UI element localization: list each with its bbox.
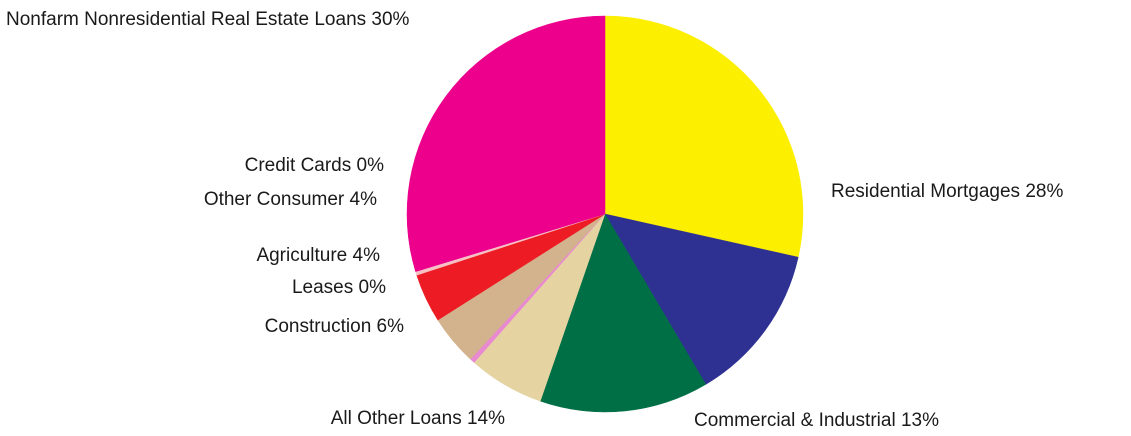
- label-residential-mortgages: Residential Mortgages 28%: [831, 181, 1063, 202]
- pie-labels: Nonfarm Nonresidential Real Estate Loans…: [6, 9, 1063, 431]
- label-credit-cards: Credit Cards 0%: [245, 155, 384, 176]
- pie-slices: [406, 15, 804, 413]
- label-agriculture: Agriculture 4%: [256, 245, 380, 266]
- pie-slice-commercial-industrial: [604, 213, 799, 385]
- pie-slice-all-other-loans: [539, 213, 707, 413]
- label-other-consumer: Other Consumer 4%: [204, 189, 377, 210]
- pie-slice-residential-mortgages: [604, 15, 804, 258]
- label-commercial-industrial: Commercial & Industrial 13%: [694, 410, 939, 431]
- label-all-other-loans: All Other Loans 14%: [331, 408, 505, 429]
- label-construction: Construction 6%: [265, 316, 405, 337]
- label-nonfarm-nonresidential: Nonfarm Nonresidential Real Estate Loans…: [6, 9, 410, 30]
- pie-slice-nonfarm-nonresidential-real-estate-loans: [406, 15, 606, 272]
- label-leases: Leases 0%: [292, 277, 386, 298]
